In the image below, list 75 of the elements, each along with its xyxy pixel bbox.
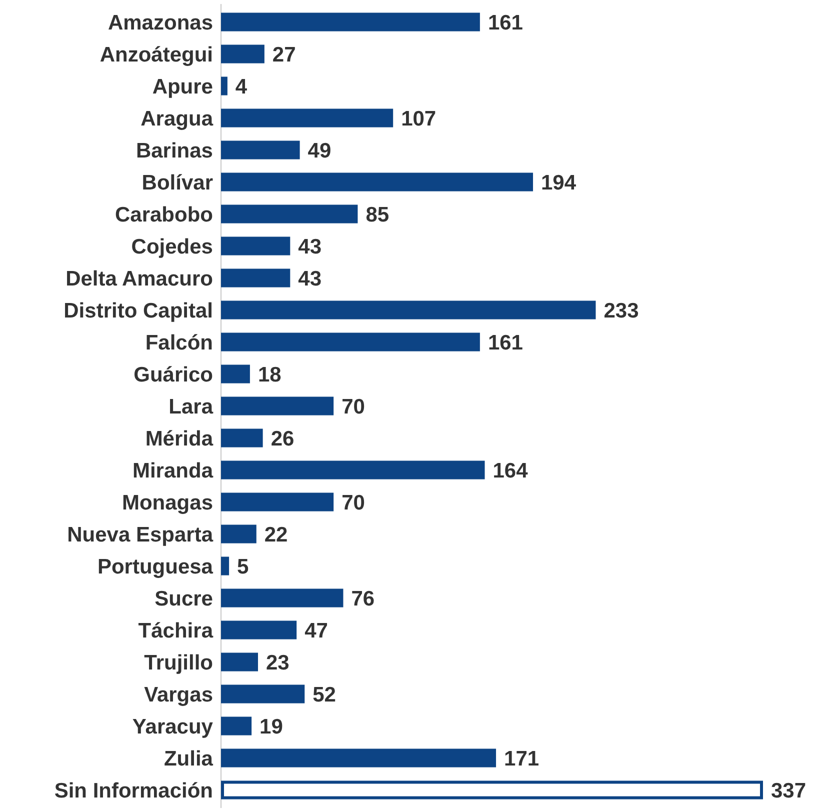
bar [221, 716, 252, 736]
data-label: 194 [541, 172, 576, 195]
data-label: 171 [504, 748, 540, 771]
y-tick-label: Amazonas [108, 12, 213, 35]
data-label: 161 [488, 12, 524, 35]
data-label: 49 [308, 140, 332, 163]
data-label: 22 [264, 524, 288, 547]
y-tick-label: Táchira [138, 620, 214, 643]
data-label: 164 [492, 460, 528, 483]
y-tick-label: Guárico [134, 364, 213, 387]
y-tick-label: Falcón [145, 332, 213, 355]
bar [221, 780, 763, 800]
data-label: 23 [266, 652, 290, 675]
bar [221, 524, 256, 544]
bar [221, 140, 300, 160]
bar [221, 236, 290, 256]
y-tick-label: Aragua [140, 108, 214, 131]
bar [221, 748, 496, 768]
bar [221, 12, 480, 32]
data-label: 43 [298, 268, 322, 291]
y-tick-label: Distrito Capital [64, 300, 213, 323]
bar [221, 396, 334, 416]
y-tick-label: Carabobo [114, 204, 213, 227]
y-tick-label: Sucre [154, 588, 213, 611]
bar [221, 332, 480, 352]
bar [221, 684, 305, 704]
y-tick-label: Barinas [136, 140, 213, 163]
data-label: 26 [270, 428, 294, 451]
data-label: 161 [488, 332, 524, 355]
bar [221, 364, 250, 384]
y-tick-label: Zulia [164, 748, 214, 771]
y-tick-label: Vargas [144, 684, 213, 707]
y-tick-label: Mérida [145, 428, 214, 451]
data-label: 52 [312, 684, 336, 707]
data-label: 5 [237, 556, 250, 579]
bar [221, 44, 264, 64]
bar [221, 108, 394, 128]
bar [221, 428, 263, 448]
y-tick-label: Bolívar [142, 172, 213, 195]
y-tick-label: Portuguesa [97, 556, 214, 579]
y-tick-label: Monagas [122, 492, 213, 515]
y-tick-label: Yaracuy [132, 716, 214, 739]
y-tick-label: Sin Información [54, 780, 213, 803]
y-tick-label: Apure [152, 76, 213, 99]
bar [221, 172, 534, 192]
data-label: 4 [235, 76, 248, 99]
data-label: 70 [342, 396, 365, 419]
bar [221, 556, 230, 576]
data-label: 18 [258, 364, 282, 387]
y-tick-label: Delta Amacuro [66, 268, 213, 291]
bar [221, 620, 297, 640]
data-label: 47 [304, 620, 328, 643]
data-label: 70 [342, 492, 365, 515]
bar [221, 460, 485, 480]
data-label: 43 [298, 236, 322, 259]
y-tick-label: Trujillo [144, 652, 213, 675]
bar [221, 492, 334, 512]
data-label: 233 [604, 300, 639, 323]
data-label: 27 [272, 44, 296, 67]
bar [221, 300, 596, 320]
bar [221, 268, 290, 288]
y-tick-label: Cojedes [131, 236, 213, 259]
data-label: 337 [771, 780, 806, 803]
data-label: 107 [401, 108, 436, 131]
y-tick-label: Lara [168, 396, 214, 419]
bar [221, 204, 358, 224]
data-label: 76 [351, 588, 375, 611]
bar [221, 76, 228, 96]
data-label: 19 [260, 716, 283, 739]
y-tick-label: Miranda [132, 460, 214, 483]
data-label: 85 [366, 204, 390, 227]
bar [221, 588, 344, 608]
bar [221, 652, 258, 672]
y-tick-label: Anzoátegui [100, 44, 213, 67]
y-tick-label: Nueva Esparta [67, 524, 214, 547]
